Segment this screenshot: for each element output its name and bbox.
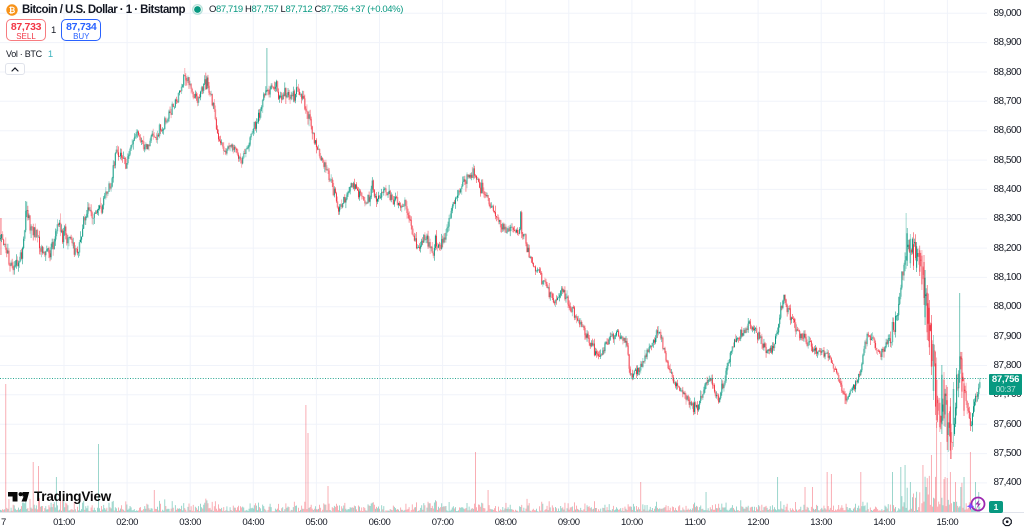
- svg-text:₿: ₿: [9, 5, 16, 14]
